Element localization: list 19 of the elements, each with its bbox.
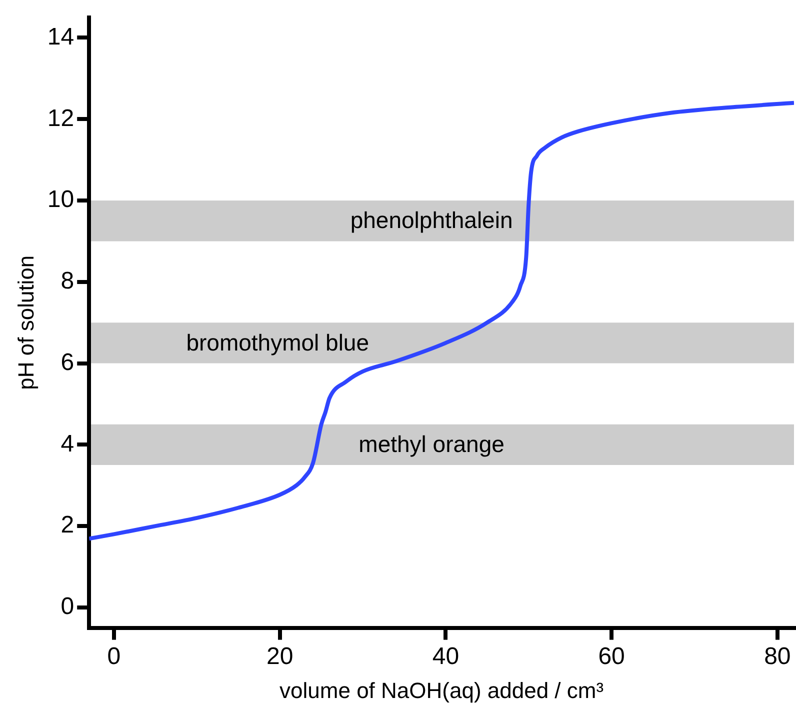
band-label: phenolphthalein <box>350 207 513 234</box>
x-axis-title: volume of NaOH(aq) added / cm³ <box>280 678 604 703</box>
x-tick-label: 60 <box>598 642 625 670</box>
y-tick-label: 12 <box>47 104 74 132</box>
x-tick-label: 80 <box>764 642 791 670</box>
band-label: methyl orange <box>358 431 504 458</box>
x-tick-label: 40 <box>432 642 460 670</box>
y-tick-label: 8 <box>60 268 74 295</box>
line-series <box>89 100 794 541</box>
y-tick-label: 4 <box>60 430 74 458</box>
y-tick-label: 0 <box>60 593 74 620</box>
y-tick-label: 6 <box>60 348 74 376</box>
y-tick-label: 2 <box>60 512 74 539</box>
y-tick-label: 14 <box>47 23 74 50</box>
x-tick-label: 20 <box>266 642 294 670</box>
y-axis-title: pH of solution <box>13 255 38 390</box>
band-label: bromothymol blue <box>186 329 370 356</box>
y-tick-label: 10 <box>47 186 74 214</box>
x-tick-label: 0 <box>107 642 121 670</box>
